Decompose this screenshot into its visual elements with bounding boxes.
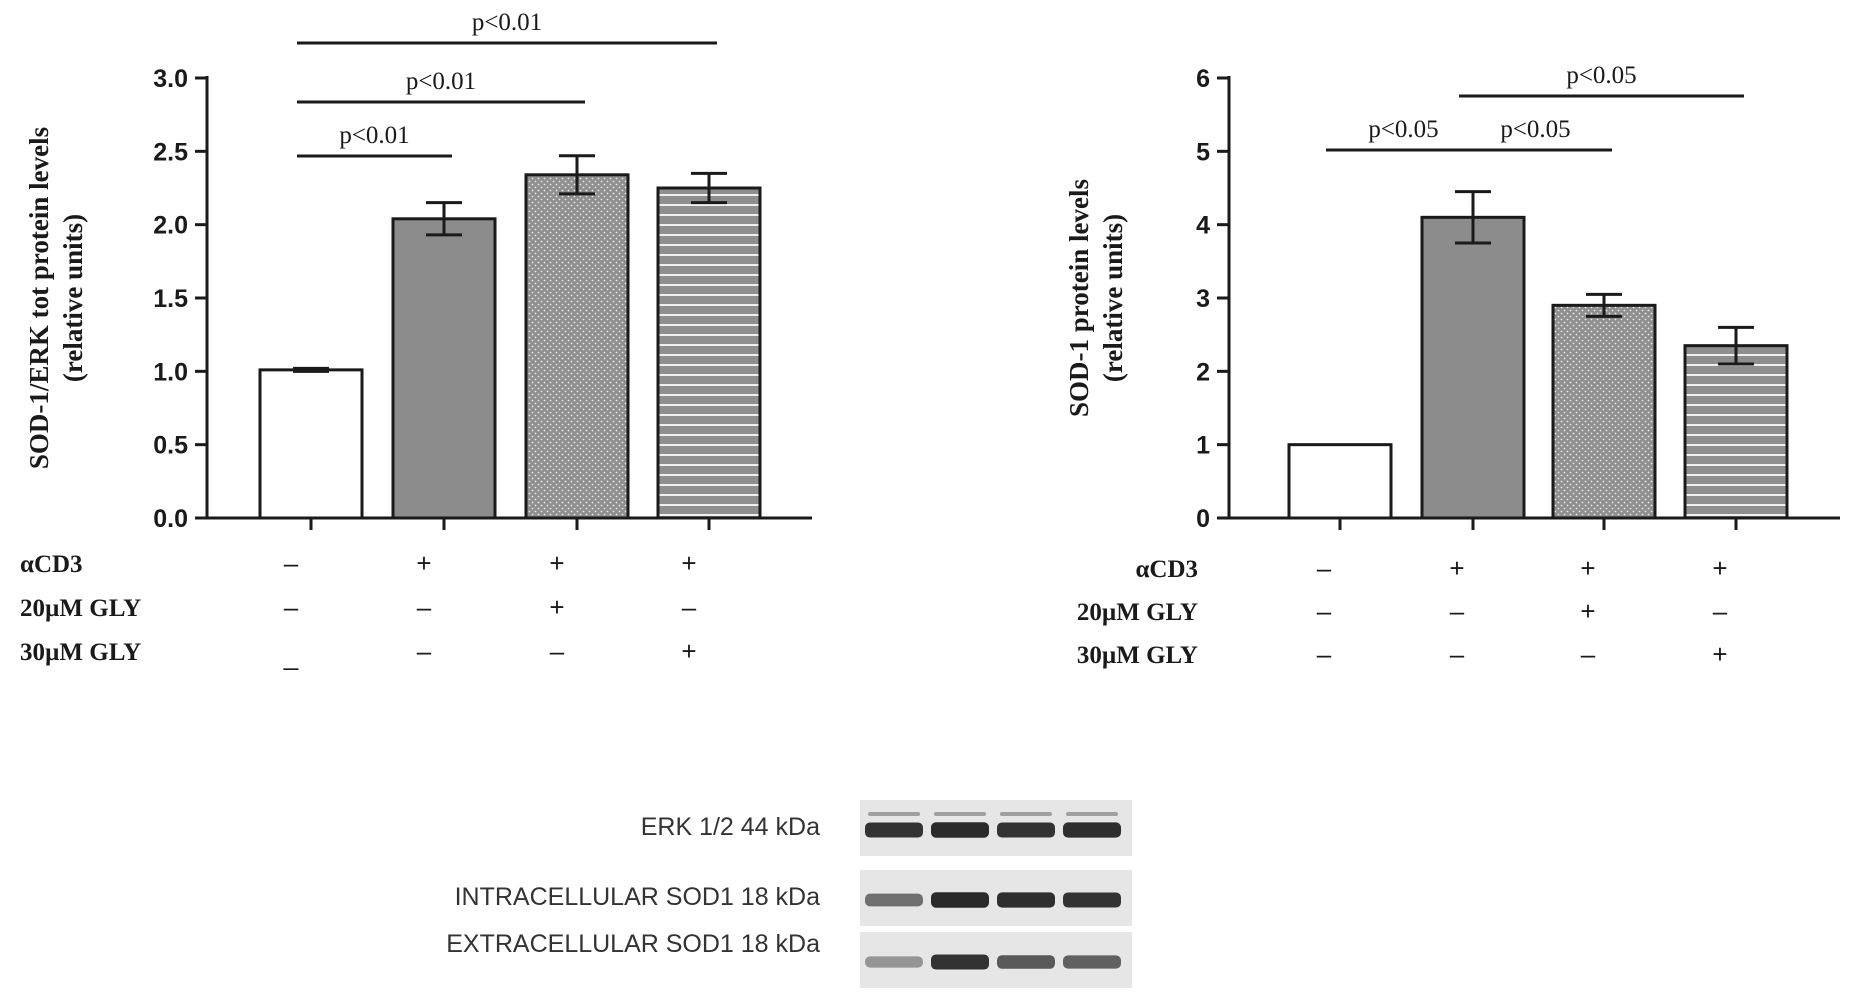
blot-band-upper — [868, 812, 920, 816]
treatment-sign: – — [550, 636, 565, 666]
treatment-sign: + — [549, 548, 564, 578]
significance-label: p<0.05 — [1368, 116, 1438, 143]
y-tick-label: 3 — [1196, 285, 1210, 313]
y-tick-label: 6 — [1196, 65, 1210, 93]
treatment-sign: – — [284, 548, 299, 578]
y-tick-label: 5 — [1196, 138, 1210, 166]
y-tick-label: 1.0 — [153, 358, 188, 386]
treatment-sign: – — [1317, 639, 1332, 669]
treatment-sign: + — [681, 636, 696, 666]
significance-label: p<0.01 — [472, 9, 542, 36]
treatment-sign: + — [416, 548, 431, 578]
blot-band-upper — [1066, 812, 1118, 816]
bar — [1551, 303, 1657, 520]
blot-band — [997, 955, 1055, 969]
treatment-sign: – — [1317, 596, 1332, 626]
treatment-sign: – — [417, 592, 432, 622]
blot-band — [1063, 955, 1121, 969]
treatment-sign: + — [681, 548, 696, 578]
y-tick-label: 1.5 — [153, 285, 188, 313]
treatment-sign: + — [1449, 553, 1464, 583]
treatment-sign: – — [682, 592, 697, 622]
y-tick-label: 2.5 — [153, 138, 188, 166]
y-tick-label: 1 — [1196, 432, 1210, 460]
treatment-sign: – — [417, 636, 432, 666]
blot-band-upper — [934, 812, 986, 816]
y-axis-label-units: (relative units) — [1098, 214, 1128, 382]
treatment-label: 20µM GLY — [20, 595, 141, 622]
y-axis-label: SOD-1 protein levels — [1064, 179, 1094, 417]
y-tick-label: 0.0 — [153, 505, 188, 533]
bar — [391, 217, 497, 520]
y-tick-label: 0.5 — [153, 432, 188, 460]
significance-label: p<0.05 — [1500, 116, 1570, 143]
blot-band — [931, 822, 989, 838]
treatment-sign: – — [284, 592, 299, 622]
treatment-sign: + — [549, 592, 564, 622]
treatment-sign: – — [1713, 596, 1728, 626]
treatment-sign: _ — [283, 641, 299, 671]
bar — [1287, 443, 1393, 520]
blot-band — [1063, 892, 1121, 908]
right-bar-chart: 0 1 2 3 4 5 6 SOD-1 protein levels (relative uni… — [1064, 62, 1840, 669]
treatment-sign: – — [1317, 553, 1332, 583]
blot-row-label: EXTRACELLULAR SOD1 18 kDa — [446, 930, 820, 958]
blot-band-upper — [1000, 812, 1052, 816]
significance-label: p<0.05 — [1566, 62, 1636, 89]
blot-row-label: ERK 1/2 44 kDa — [641, 813, 820, 841]
treatment-label: 30µM GLY — [20, 639, 141, 666]
bar — [258, 368, 364, 520]
blot-band — [865, 956, 923, 968]
blot-band — [997, 822, 1055, 838]
treatment-sign: + — [1580, 553, 1595, 583]
left-bar-chart: 0.0 0.5 1.0 1.5 2.0 2.5 3.0 SOD-1/ERK tot prote… — [20, 9, 812, 671]
blot-band — [997, 892, 1055, 908]
treatment-sign: – — [1581, 639, 1596, 669]
western-blot: ERK 1/2 44 kDa INTRACELLULAR SOD1 18 kDa E… — [446, 800, 1132, 988]
blot-band — [865, 893, 923, 907]
y-tick-label: 0 — [1196, 505, 1210, 533]
blot-band — [865, 822, 923, 838]
treatment-label: αCD3 — [20, 551, 83, 578]
treatment-label: αCD3 — [1135, 556, 1198, 583]
treatment-sign: – — [1450, 596, 1465, 626]
y-tick-label: 2 — [1196, 358, 1210, 386]
treatment-label: 20µM GLY — [1077, 599, 1198, 626]
treatment-sign: + — [1712, 639, 1727, 669]
y-tick-label: 4 — [1196, 212, 1210, 240]
blot-band — [931, 954, 989, 970]
treatment-sign: – — [1450, 639, 1465, 669]
bar — [524, 173, 630, 520]
blot-row-label: INTRACELLULAR SOD1 18 kDa — [455, 883, 821, 911]
blot-band — [931, 892, 989, 908]
y-axis-label: SOD-1/ERK tot protein levels — [24, 127, 54, 469]
blot-band — [1063, 822, 1121, 838]
bar — [1683, 344, 1789, 520]
y-axis-label-units: (relative units) — [58, 214, 88, 382]
treatment-sign: + — [1712, 553, 1727, 583]
bar — [656, 186, 762, 520]
significance-label: p<0.01 — [406, 68, 476, 95]
y-tick-label: 3.0 — [153, 65, 188, 93]
significance-label: p<0.01 — [339, 122, 409, 149]
treatment-label: 30µM GLY — [1077, 642, 1198, 669]
y-tick-label: 2.0 — [153, 212, 188, 240]
treatment-sign: + — [1580, 596, 1595, 626]
bar — [1420, 215, 1526, 520]
